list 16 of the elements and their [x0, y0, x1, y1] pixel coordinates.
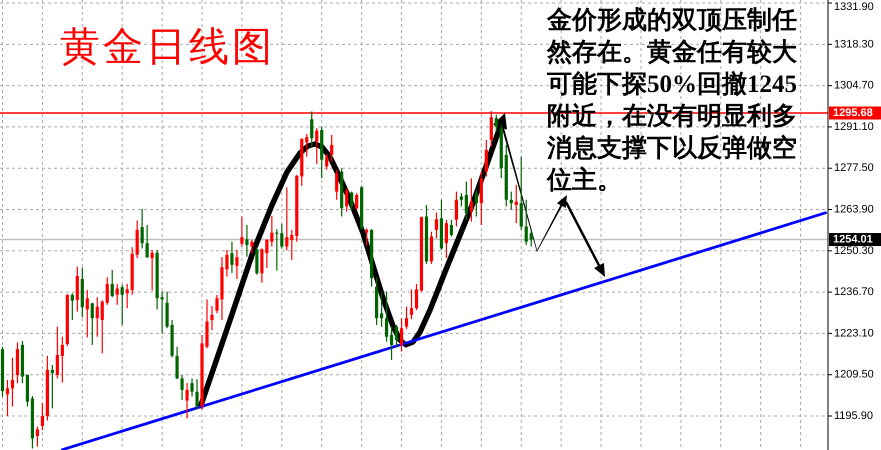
ref-label: 1295.68 [829, 106, 881, 120]
y-tick-label: 1236.70 [834, 286, 874, 298]
ref-line-label: 1295.68 [833, 107, 873, 120]
y-tick-label: 1263.90 [834, 204, 874, 216]
title: 黄金日线图 [60, 24, 275, 69]
y-tick-label: 1291.10 [834, 120, 874, 133]
y-tick-label: 1209.50 [834, 368, 874, 381]
y-tick-label: 1304.70 [834, 80, 874, 92]
ref-line-label: 1254.01 [833, 234, 873, 246]
y-tick-label: 1318.30 [834, 38, 874, 50]
y-tick-label: 1277.50 [834, 162, 874, 174]
ref-label: 1254.01 [829, 233, 881, 246]
y-tick-label: 1331.90 [834, 1, 874, 13]
y-tick-label: 1223.10 [834, 327, 874, 340]
y-tick-label: 1195.90 [834, 410, 873, 422]
y-tick-label: 1250.30 [834, 244, 874, 257]
